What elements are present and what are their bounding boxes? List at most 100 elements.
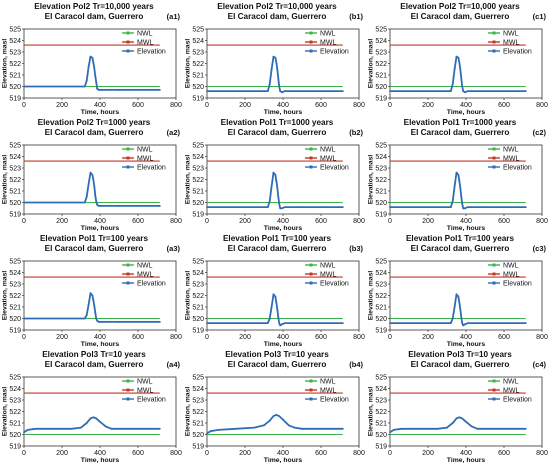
x-axis-label: Time, hours (264, 225, 303, 232)
data-point (460, 77, 463, 80)
y-tick-label: 525 (192, 26, 204, 33)
chart-title: Elevation Pol1 Tr=1000 years (404, 118, 517, 127)
chart-title: Elevation Pol3 Tr=10 years (225, 350, 329, 359)
y-tick-label: 523 (9, 165, 21, 172)
legend-label: Elevation (320, 396, 349, 403)
x-axis-label: Time, hours (81, 109, 120, 116)
y-tick-label: 521 (375, 188, 387, 195)
legend-label: NWL (320, 30, 336, 37)
y-tick-label: 519 (192, 327, 204, 334)
data-point (460, 195, 463, 198)
chart-panel-b1: Elevation Pol2 Tr=10,000 years El Caracol… (183, 0, 366, 116)
legend-label: MWL (137, 387, 153, 394)
data-point (272, 293, 275, 296)
x-tick-label: 800 (353, 334, 365, 341)
legend-label: NWL (137, 378, 153, 385)
x-tick-label: 400 (94, 102, 106, 109)
data-point (234, 427, 237, 430)
data-point (95, 200, 98, 203)
y-tick-label: 521 (375, 72, 387, 79)
data-point (270, 185, 273, 188)
data-point (459, 68, 462, 71)
chart-title: Elevation Pol2 Tr=10,000 years (217, 2, 337, 11)
x-axis-label: Time, hours (264, 457, 303, 464)
legend-label: NWL (503, 378, 519, 385)
data-point (449, 206, 452, 208)
y-tick-label: 519 (192, 95, 204, 102)
x-tick-label: 400 (277, 102, 289, 109)
y-tick-label: 522 (9, 61, 21, 68)
data-point (70, 427, 73, 430)
data-point (34, 427, 37, 430)
data-point (268, 317, 271, 320)
x-tick-label: 200 (56, 450, 68, 457)
legend-label: NWL (503, 30, 519, 37)
data-point (467, 322, 469, 324)
y-tick-label: 523 (375, 397, 387, 404)
data-point (95, 317, 98, 320)
data-point (461, 202, 464, 205)
x-tick-label: 400 (94, 218, 106, 225)
legend-label: Elevation (503, 164, 532, 171)
x-tick-label: 600 (315, 450, 327, 457)
series-line-elevation (24, 292, 160, 323)
legend-label: Elevation (137, 396, 166, 403)
panel-label: (b1) (349, 12, 363, 21)
x-tick-label: 400 (460, 334, 472, 341)
x-tick-label: 0 (388, 218, 392, 225)
data-point (96, 203, 99, 206)
data-point (462, 324, 465, 327)
data-point (101, 321, 103, 323)
legend-label: MWL (137, 271, 153, 278)
y-tick-label: 525 (375, 26, 387, 33)
data-point (266, 322, 269, 324)
data-point (85, 314, 88, 316)
panel-label: (c2) (533, 128, 547, 137)
data-point (89, 55, 92, 58)
x-tick-label: 200 (422, 218, 434, 225)
data-point (98, 205, 100, 207)
y-tick-label: 525 (375, 374, 387, 381)
data-point (268, 83, 271, 86)
data-point (284, 90, 286, 92)
data-point (110, 427, 113, 430)
data-point (451, 200, 454, 203)
data-point (462, 207, 465, 210)
data-point (270, 68, 273, 71)
data-point (503, 90, 505, 92)
data-point (98, 321, 100, 323)
x-tick-label: 800 (536, 334, 548, 341)
data-point (400, 427, 403, 430)
legend-marker (309, 165, 313, 169)
data-point (274, 174, 277, 176)
x-tick-label: 600 (498, 102, 510, 109)
y-tick-label: 521 (9, 304, 21, 311)
data-point (476, 427, 479, 430)
data-point (389, 90, 391, 92)
legend-label: Elevation (320, 48, 349, 55)
data-point (275, 61, 278, 64)
y-tick-label: 524 (375, 154, 387, 161)
data-point (461, 322, 464, 324)
y-tick-label: 521 (192, 188, 204, 195)
x-tick-label: 800 (170, 218, 182, 225)
data-point (80, 426, 82, 429)
y-tick-label: 522 (375, 61, 387, 68)
legend-label: MWL (503, 39, 519, 46)
data-point (91, 56, 94, 59)
x-axis-label: Time, hours (447, 109, 486, 116)
chart-title: Elevation Pol1 Tr=1000 years (221, 118, 334, 127)
y-tick-label: 523 (9, 49, 21, 56)
data-point (95, 81, 98, 83)
data-point (503, 206, 505, 208)
data-point (23, 85, 25, 88)
y-tick-label: 519 (9, 443, 21, 450)
legend-label: MWL (320, 387, 336, 394)
y-tick-label: 524 (9, 38, 21, 45)
x-tick-label: 400 (277, 450, 289, 457)
data-point (464, 323, 466, 326)
data-point (417, 427, 420, 430)
data-point (137, 205, 139, 207)
legend-marker (309, 281, 313, 285)
